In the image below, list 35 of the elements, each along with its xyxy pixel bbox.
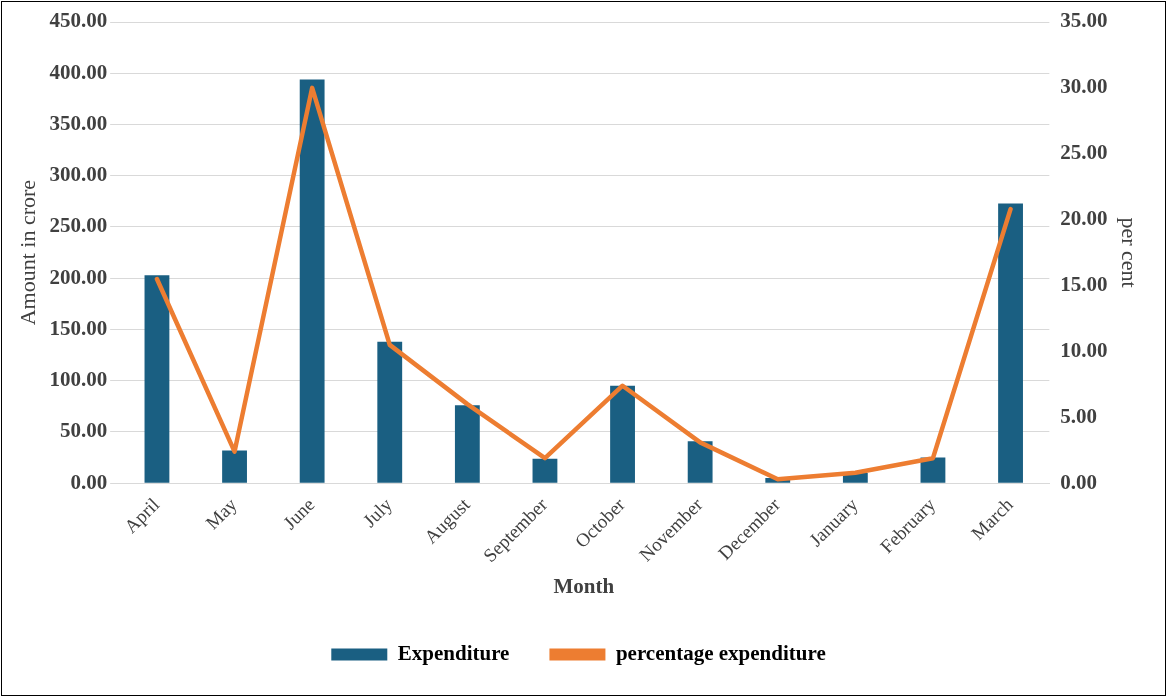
bar <box>610 385 635 483</box>
y-tick-label: 400.00 <box>49 59 108 84</box>
x-axis-title: Month <box>553 573 615 598</box>
legend-label: Expenditure <box>397 640 510 665</box>
y-tick-label: 350.00 <box>49 110 108 135</box>
y-tick-label: 300.00 <box>49 162 108 187</box>
y-tick-label: 450.00 <box>49 8 108 33</box>
y2-tick-label: 0.00 <box>1060 469 1098 494</box>
y-tick-label: 50.00 <box>59 418 108 443</box>
y2-tick-label: 15.00 <box>1060 271 1108 296</box>
x-tick-label: July <box>358 493 397 532</box>
bar <box>222 450 247 483</box>
y-tick-label: 200.00 <box>49 264 108 289</box>
y2-axis-title: per cent <box>1117 217 1143 288</box>
y2-tick-label: 25.00 <box>1060 140 1108 165</box>
y-tick-label: 100.00 <box>49 367 108 392</box>
bar <box>998 203 1023 483</box>
bar <box>454 405 480 483</box>
bar <box>532 458 558 483</box>
y2-tick-label: 20.00 <box>1060 206 1108 231</box>
y2-tick-label: 10.00 <box>1060 337 1108 362</box>
y-axis-title: Amount in crore <box>14 179 40 326</box>
y-tick-label: 250.00 <box>49 213 108 238</box>
y-tick-label: 150.00 <box>49 315 108 340</box>
legend-label: percentage expenditure <box>615 640 826 665</box>
bar <box>299 79 325 483</box>
y2-tick-label: 5.00 <box>1060 403 1098 428</box>
bar <box>144 275 170 483</box>
y2-tick-label: 30.00 <box>1060 74 1108 99</box>
y-tick-label: 0.00 <box>70 469 108 494</box>
bar <box>687 441 713 483</box>
y2-tick-label: 35.00 <box>1060 8 1108 33</box>
x-tick-label: June <box>279 493 319 534</box>
bar <box>377 341 403 483</box>
x-tick-label: May <box>201 493 242 534</box>
